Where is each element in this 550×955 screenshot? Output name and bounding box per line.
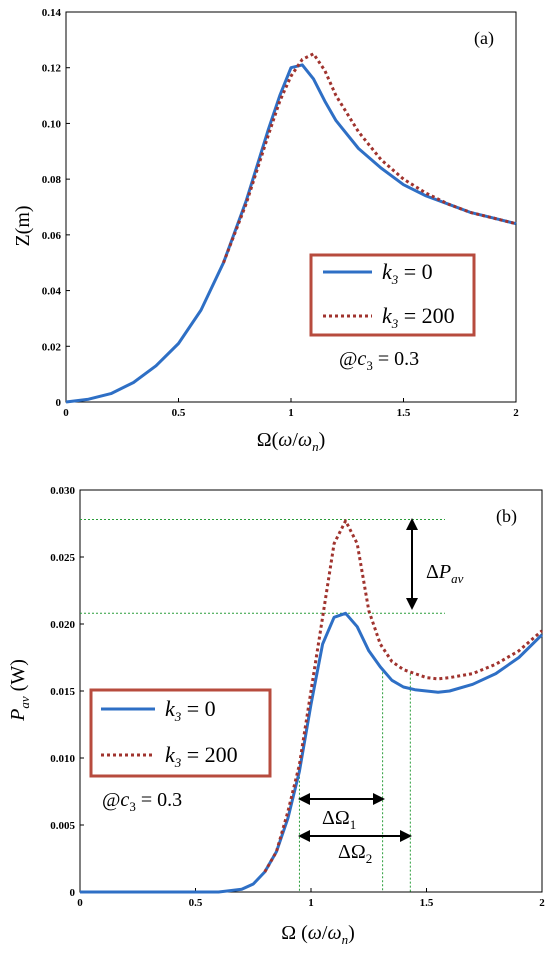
- y-tick-label-b: 0.030: [50, 485, 75, 497]
- y-tick-label-a: 0.10: [42, 118, 62, 130]
- series-line-k3-200-b: [263, 519, 543, 873]
- series-line-k3-0-a: [65, 63, 517, 404]
- y-tick-label-b: 0.005: [50, 820, 75, 832]
- note-a: @c3 = 0.3: [339, 348, 419, 373]
- x-axis-label-a: Ω(ω/ωn): [257, 429, 326, 454]
- y-ticks-b: 0 0.005 0.010 0.015 0.020 0.025 0.030: [50, 485, 84, 899]
- note-b: @c3 = 0.3: [102, 789, 182, 814]
- x-tick-label-b: 0: [77, 897, 83, 909]
- y-axis-label-a: Z(m): [12, 205, 34, 246]
- x-tick-label-a: 0: [63, 407, 69, 419]
- legend-box-b: [89, 688, 272, 778]
- y-axis-label-b: Pav (W): [7, 659, 32, 722]
- x-tick-label-b: 1.5: [420, 897, 434, 909]
- x-ticks-b: 0 0.5 1 1.5 2: [77, 888, 545, 909]
- x-tick-label-a: 1.5: [397, 407, 411, 419]
- delta-omega-2-annotation: ΔΩ2: [298, 830, 412, 866]
- y-tick-label-a: 0.12: [42, 63, 62, 75]
- delta-omega-1-annotation: ΔΩ1: [298, 793, 385, 832]
- x-tick-label-b: 1: [308, 897, 314, 909]
- y-tick-label-b: 0.010: [50, 753, 75, 765]
- y-tick-label-a: 0.02: [42, 341, 62, 353]
- y-tick-label-b: 0: [70, 887, 76, 899]
- series-line-k3-200-a: [222, 52, 517, 264]
- svg-text:ΔPav: ΔPav: [426, 561, 464, 586]
- svg-text:ΔΩ1: ΔΩ1: [322, 807, 356, 832]
- legend-a: k3 = 0 k3 = 200: [309, 253, 476, 337]
- panel-label-a: (a): [474, 28, 494, 49]
- y-tick-label-b: 0.015: [50, 686, 75, 698]
- guide-lines-b: [80, 518, 445, 892]
- svg-text:ΔΩ2: ΔΩ2: [338, 841, 372, 866]
- legend-box-a: [309, 253, 476, 337]
- y-tick-label-a: 0: [56, 397, 62, 409]
- y-tick-label-b: 0.020: [50, 619, 75, 631]
- panel-a: 0 0.5 1 1.5 2 00.020.040.060.080.100.120.14 …: [12, 7, 519, 454]
- x-ticks-a: 0 0.5 1 1.5 2: [63, 398, 519, 419]
- y-ticks-a: 0 0.02 0.04 0.06 0.08 0.10 0.12 0.14: [42, 7, 70, 409]
- y-tick-label-b: 0.025: [50, 552, 75, 564]
- delta-p-annotation: ΔPav: [406, 518, 464, 610]
- x-axis-label-b: Ω (ω/ωn): [281, 922, 355, 947]
- y-tick-label-a: 0.04: [42, 286, 62, 298]
- x-tick-label-a: 2: [513, 407, 519, 419]
- legend-label-k3-0-b: k3 = 0: [165, 696, 216, 724]
- legend-label-k3-0-a: k3 = 0: [382, 259, 433, 287]
- series-lines-a: [65, 52, 517, 404]
- y-tick-label-a: 0.08: [42, 174, 62, 186]
- panel-label-b: (b): [496, 506, 517, 527]
- x-tick-label-a: 0.5: [172, 407, 186, 419]
- series-lines-b: [80, 519, 544, 894]
- x-tick-label-a: 1: [288, 407, 294, 419]
- x-tick-label-b: 2: [539, 897, 545, 909]
- y-tick-label-a: 0.14: [42, 7, 62, 19]
- panel-b: 0 0.5 1 1.5 2 0 0.005 0.010 0.015 0.020 0.025 0.03…: [7, 485, 545, 947]
- y-tick-label-a: 0.06: [42, 230, 62, 242]
- legend-b: k3 = 0 k3 = 200: [89, 688, 272, 778]
- x-tick-label-b: 0.5: [189, 897, 203, 909]
